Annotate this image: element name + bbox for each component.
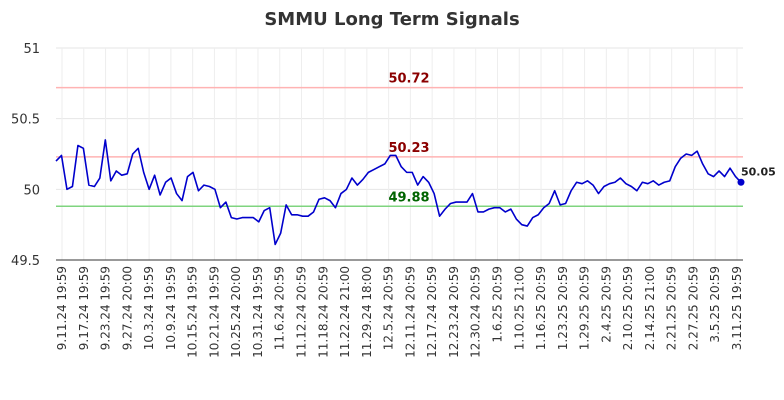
x-tick-label: 12.11.24 20:59	[403, 266, 417, 358]
x-tick-label: 2.21.25 20:59	[665, 266, 679, 350]
x-tick-label: 10.31.24 19:59	[251, 266, 265, 358]
x-tick-label: 11.18.24 20:59	[316, 266, 330, 358]
y-tick-label: 51	[23, 42, 40, 57]
x-tick-label: 1.29.25 20:59	[578, 266, 592, 350]
x-tick-label: 11.22.24 21:00	[338, 266, 352, 358]
last-point-label: 50.05	[741, 165, 776, 178]
signal-levels: 50.72 50.23 49.88	[56, 72, 743, 208]
last-point-marker	[737, 178, 745, 186]
x-tick-label: 1.10.25 21:00	[512, 266, 526, 350]
x-axis-labels: 9.11.24 19:59 9.17.24 19:59 9.23.24 19:59 9…	[55, 266, 744, 358]
x-tick-label: 1.16.25 20:59	[534, 266, 548, 350]
series-line	[55, 139, 742, 246]
level-label: 50.72	[388, 72, 429, 87]
x-tick-label: 2.14.25 21:00	[643, 266, 657, 350]
x-tick-label: 10.9.24 19:59	[164, 266, 178, 350]
level-label: 50.23	[388, 141, 429, 156]
x-tick-label: 2.27.25 20:59	[686, 266, 700, 350]
x-tick-label: 11.29.24 18:00	[360, 266, 374, 358]
x-tick-label: 11.12.24 20:59	[295, 266, 309, 358]
chart-title: SMMU Long Term Signals	[264, 9, 519, 30]
x-tick-label: 9.27.24 20:00	[120, 266, 134, 350]
x-tick-label: 11.6.24 20:59	[273, 266, 287, 350]
x-tick-label: 2.4.25 20:59	[599, 266, 613, 343]
x-tick-label: 9.23.24 19:59	[99, 266, 113, 350]
x-tick-label: 10.15.24 19:59	[186, 266, 200, 358]
grid	[56, 47, 743, 261]
x-tick-label: 3.11.25 19:59	[730, 266, 744, 350]
x-tick-label: 3.5.25 20:59	[708, 266, 722, 343]
y-tick-label: 50.5	[11, 113, 40, 128]
y-tick-label: 49.5	[11, 254, 40, 269]
x-tick-label: 9.17.24 19:59	[77, 266, 91, 350]
level-label: 49.88	[388, 190, 429, 205]
x-tick-label: 12.23.24 20:59	[447, 266, 461, 358]
x-tick-label: 1.23.25 20:59	[556, 266, 570, 350]
x-tick-label: 1.6.25 20:59	[490, 266, 504, 343]
series-layer: 50.05	[55, 139, 776, 246]
x-tick-label: 2.10.25 20:59	[621, 266, 635, 350]
x-tick-label: 12.17.24 20:59	[425, 266, 439, 358]
y-tick-label: 50	[23, 183, 40, 198]
x-tick-label: 9.11.24 19:59	[55, 266, 69, 350]
x-tick-label: 10.3.24 19:59	[142, 266, 156, 350]
x-tick-label: 12.30.24 20:59	[469, 266, 483, 358]
x-tick-label: 10.21.24 19:59	[207, 266, 221, 358]
x-tick-label: 10.25.24 20:00	[229, 266, 243, 358]
y-axis-labels: 49.5 50 50.5 51	[11, 42, 40, 269]
x-tick-label: 12.5.24 20:59	[382, 266, 396, 350]
